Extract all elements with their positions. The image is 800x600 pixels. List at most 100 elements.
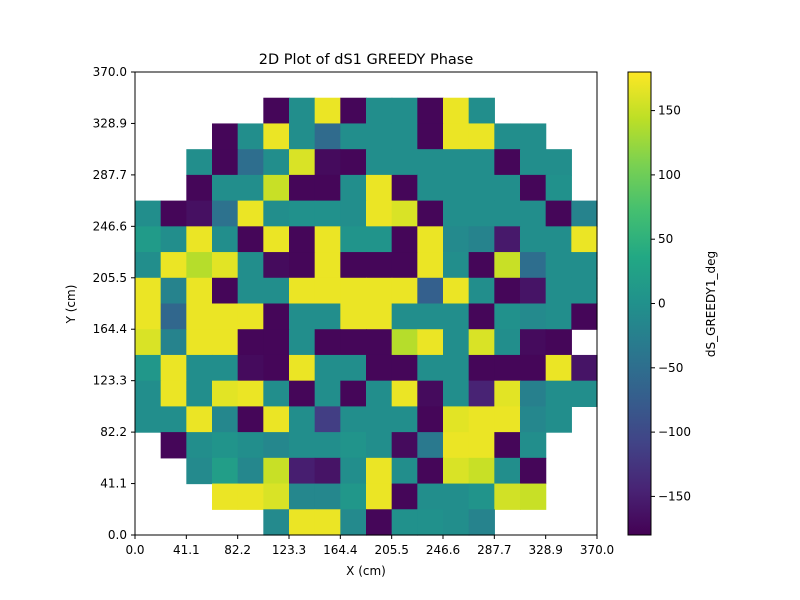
heatmap-cell: [391, 252, 418, 279]
heatmap-cell: [468, 200, 495, 227]
heatmap-cell: [263, 509, 290, 536]
heatmap-cell: [417, 226, 444, 253]
heatmap-cell: [314, 226, 341, 253]
heatmap-cell: [494, 457, 521, 485]
y-tick-label: 41.1: [100, 477, 127, 491]
heatmap-cell: [135, 380, 162, 407]
heatmap-cell: [340, 149, 367, 176]
heatmap-cell: [391, 149, 418, 176]
heatmap-cell: [545, 252, 572, 279]
heatmap-cell: [160, 354, 187, 382]
heatmap-cell: [443, 252, 470, 279]
heatmap-cell: [237, 329, 264, 356]
heatmap-cell: [520, 354, 547, 382]
heatmap-cell: [314, 354, 341, 382]
heatmap-cell: [468, 509, 495, 536]
heatmap-cell: [135, 277, 162, 305]
heatmap-cell: [263, 123, 290, 150]
heatmap-cell: [417, 174, 444, 202]
heatmap-cell: [314, 509, 341, 536]
heatmap-cell: [366, 483, 393, 510]
heatmap-cell: [468, 149, 495, 176]
x-tick-label: 205.5: [374, 543, 408, 557]
heatmap-cell: [340, 303, 367, 330]
heatmap-cell: [520, 483, 547, 510]
heatmap-cell: [314, 432, 341, 459]
heatmap-cell: [263, 354, 290, 382]
heatmap-cell: [160, 380, 187, 407]
y-tick-label: 370.0: [93, 65, 127, 79]
heatmap-cell: [340, 406, 367, 433]
heatmap-cell: [571, 354, 598, 382]
heatmap-cell: [417, 457, 444, 485]
heatmap-cell: [237, 380, 264, 407]
heatmap-cell: [366, 329, 393, 356]
heatmap-cell: [520, 329, 547, 356]
heatmap-cell: [468, 277, 495, 305]
heatmap-cell: [520, 226, 547, 253]
heatmap-cell: [443, 432, 470, 459]
heatmap-cell: [263, 200, 290, 227]
heatmap-cell: [391, 200, 418, 227]
heatmap-cell: [340, 123, 367, 150]
heatmap-cell: [186, 149, 213, 176]
heatmap-cell: [212, 200, 239, 227]
heatmap-cell: [366, 97, 393, 125]
heatmap-cell: [417, 509, 444, 536]
heatmap-cell: [391, 97, 418, 125]
heatmap-cell: [417, 97, 444, 125]
heatmap-cell: [314, 174, 341, 202]
heatmap-cell: [135, 200, 162, 227]
heatmap-cell: [391, 174, 418, 202]
heatmap-cell: [289, 406, 316, 433]
heatmap-cell: [289, 123, 316, 150]
y-tick-label: 246.6: [93, 219, 127, 233]
heatmap-cell: [571, 226, 598, 253]
heatmap-cell: [494, 303, 521, 330]
heatmap-cell: [212, 483, 239, 510]
heatmap-cell: [237, 277, 264, 305]
heatmap-cell: [135, 406, 162, 433]
heatmap-cell: [212, 406, 239, 433]
heatmap-cell: [545, 226, 572, 253]
heatmap-cell: [289, 432, 316, 459]
y-tick-label: 123.3: [93, 374, 127, 388]
heatmap-cell: [289, 457, 316, 485]
heatmap-cell: [212, 380, 239, 407]
heatmap-cell: [186, 252, 213, 279]
heatmap-cell: [391, 457, 418, 485]
heatmap-cell: [571, 303, 598, 330]
heatmap-cell: [443, 174, 470, 202]
heatmap-cell: [160, 432, 187, 459]
x-tick-label: 164.4: [323, 543, 357, 557]
heatmap-cell: [212, 174, 239, 202]
heatmap-cell: [237, 432, 264, 459]
heatmap-cell: [289, 509, 316, 536]
heatmap-cell: [340, 354, 367, 382]
x-tick-label: 328.9: [528, 543, 562, 557]
heatmap-cell: [186, 303, 213, 330]
heatmap-cell: [443, 457, 470, 485]
heatmap-cell: [263, 380, 290, 407]
heatmap-cell: [340, 277, 367, 305]
heatmap-cell: [391, 123, 418, 150]
heatmap-cell: [443, 509, 470, 536]
x-tick-label: 246.6: [426, 543, 460, 557]
heatmap-cell: [571, 252, 598, 279]
colorbar: [627, 71, 652, 536]
heatmap-cell: [468, 354, 495, 382]
heatmap-cell: [417, 200, 444, 227]
x-axis-label: X (cm): [346, 564, 386, 578]
heatmap-cell: [160, 200, 187, 227]
y-axis: 0.0 41.1 82.2 123.3 164.4 205.5 246.6 287.7 328.…: [93, 65, 135, 542]
heatmap-cell: [520, 123, 547, 150]
y-tick-label: 164.4: [93, 322, 127, 336]
x-tick-label: 370.0: [580, 543, 614, 557]
heatmap-cell: [212, 329, 239, 356]
heatmap-cell: [340, 174, 367, 202]
colorbar-tick-label: −100: [658, 425, 691, 439]
heatmap-cell: [545, 354, 572, 382]
heatmap-cell: [135, 226, 162, 253]
heatmap-cell: [366, 457, 393, 485]
heatmap-cell: [417, 354, 444, 382]
